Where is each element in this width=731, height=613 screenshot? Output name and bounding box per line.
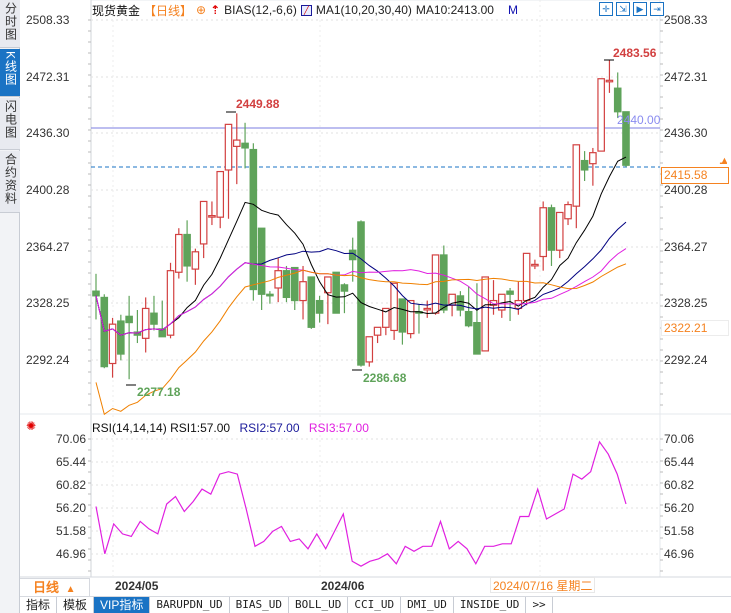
side-tab-contract-info[interactable]: 合约资料 [0,151,20,213]
current-price-tag: 2415.58 [661,167,729,184]
high-annotation: 2483.56 [613,46,657,60]
rsi-settings-icon[interactable]: ✺ [25,419,37,433]
crosshair-button[interactable]: ✛ [599,2,613,16]
bias-indicator-label[interactable]: BIAS(12,-6,6) [224,3,297,17]
add-icon[interactable]: ⊕ [196,3,207,17]
price-axis-left-tick: 2292.24 [26,353,70,367]
tab-dmi-ud[interactable]: DMI_UD [401,597,454,613]
rsi3-value: RSI3:57.00 [308,421,369,435]
zoom-in-icon: ⇲ [619,4,627,14]
price-axis-right-tick: 2292.24 [664,353,708,367]
side-tab-bar: 分时图 K线图 闪电图 合约资料 [0,0,20,613]
zoom-out-button[interactable]: ▶ [633,2,647,16]
price-axis-right-tick: 2400.28 [664,183,708,197]
price-axis-left-tick: 2508.33 [26,13,70,27]
chart-header: 现货黄金 【日线】 ⊕ ⇡ BIAS(12,-6,6) ╱ MA1(10,20,… [92,2,518,18]
rsi-axis-left-tick: 56.20 [56,501,87,515]
tab-vip-indicators[interactable]: VIP指标 [94,597,151,613]
tab-barupdn-ud[interactable]: BARUPDN_UD [150,597,230,613]
cursor-date-label: 2024/07/16 星期二 [490,577,596,593]
low-annotation: 2277.18 [137,385,181,399]
zoom-out-icon: ▶ [636,4,644,14]
chart-settings-icon[interactable]: ╱ [300,4,312,16]
tab-cci-ud[interactable]: CCI_UD [348,597,402,613]
instrument-title: 现货黄金 [92,3,141,18]
price-axis-right-tick: 2472.31 [664,70,708,84]
collapse-arrow-icon[interactable]: ▲ ▔ [720,155,729,173]
low-annotation: 2286.68 [363,371,407,385]
price-axis-left-tick: 2364.27 [26,240,70,254]
price-axis-right-tick: 2436.30 [664,126,708,140]
move-right-icon: ⇥ [653,4,661,14]
chart-toolbar: ✛ ⇲ ▶ ⇥ [599,2,664,16]
rsi-axis-right-tick: 70.06 [664,432,695,446]
price-axis-right-tick: 2328.25 [664,296,708,310]
crosshair-price-label: 2440.00 [617,113,661,127]
rsi-axis-right-tick: 65.44 [664,455,695,469]
tab-boll-ud[interactable]: BOLL_UD [289,597,349,613]
move-right-button[interactable]: ⇥ [650,2,664,16]
price-axis-right-tick: 2364.27 [664,240,708,254]
period-selector[interactable]: 日线 ▲ [20,578,90,596]
rsi-axis-right-tick: 60.82 [664,478,695,492]
period-selector-label: 日线 [33,580,60,595]
rsi-axis-right-tick: 46.96 [664,547,695,561]
up-arrow-icon: ⇡ [210,3,221,17]
price-axis-left-tick: 2328.25 [26,296,70,310]
side-tab-kline[interactable]: K线图 [0,49,20,97]
time-axis-label: 2024/06 [321,579,365,593]
ma-params-label[interactable]: MA1(10,20,30,40) [315,3,412,17]
tab-bias-ud[interactable]: BIAS_UD [230,597,289,613]
ma-more-button[interactable]: M [507,3,518,17]
zoom-in-button[interactable]: ⇲ [616,2,630,16]
rsi-axis-right-tick: 51.58 [664,524,695,538]
price-axis-left-tick: 2436.30 [26,126,70,140]
rsi-axis-left-tick: 60.82 [56,478,87,492]
indicator-tab-bar: 指标 模板 VIP指标 BARUPDN_UD BIAS_UD BOLL_UD C… [20,596,731,613]
caret-up-icon: ▲ [65,584,76,595]
ma-price-tag: 2322.21 [661,320,729,336]
rsi-axis-right-tick: 56.20 [664,501,695,515]
price-axis-left-tick: 2472.31 [26,70,70,84]
rsi-header: RSI(14,14,14) RSI1:57.00 RSI2:57.00 RSI3… [92,421,369,435]
price-axis-right-tick: 2508.33 [664,13,708,27]
rsi-axis-left-tick: 51.58 [56,524,87,538]
rsi-axis-left-tick: 46.96 [56,547,87,561]
rsi-axis-left-tick: 70.06 [56,432,87,446]
tab-indicators[interactable]: 指标 [20,597,58,613]
side-tab-flash[interactable]: 闪电图 [0,98,20,150]
tab-templates[interactable]: 模板 [57,597,95,613]
time-axis-label: 2024/05 [115,579,159,593]
rsi-axis-left-tick: 65.44 [56,455,87,469]
crosshair-icon: ✛ [602,4,610,14]
tab-inside-ud[interactable]: INSIDE_UD [454,597,527,613]
ma10-value: MA10:2413.00 [415,3,494,17]
rsi2-value: RSI2:57.00 [239,421,300,435]
price-axis-left-tick: 2400.28 [26,183,70,197]
high-annotation: 2449.88 [236,97,280,111]
side-tab-timeshare[interactable]: 分时图 [0,0,20,48]
rsi-title[interactable]: RSI(14,14,14) [92,421,167,435]
rsi1-value: RSI1:57.00 [170,421,231,435]
tab-more-button[interactable]: >> [526,597,553,613]
period-label: 【日线】 [144,3,193,18]
